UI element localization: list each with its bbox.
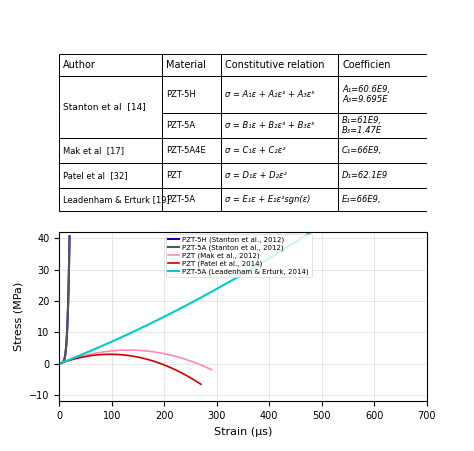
Line: PZT-5A (Leadenham & Erturk, 2014): PZT-5A (Leadenham & Erturk, 2014): [59, 150, 427, 364]
Text: σ = C₁ε + C₂ε²: σ = C₁ε + C₂ε²: [225, 146, 285, 155]
PZT-5H (Stanton et al., 2012): [64, 319, 70, 325]
Text: PZT-5H: PZT-5H: [166, 90, 196, 99]
PZT (Mak et al., 2012): [126, 347, 131, 353]
PZT-5A (Stanton et al., 2012): [64, 322, 70, 327]
PZT-5A (Leadenham & Erturk, 2014): [424, 147, 429, 152]
PZT-5A (Stanton et al., 2012): [56, 361, 62, 367]
PZT (Mak et al., 2012): [175, 354, 181, 360]
PZT-5H (Stanton et al., 2012): [64, 334, 70, 339]
Bar: [59, 163, 162, 188]
PZT (Patel et al., 2014): [56, 361, 62, 367]
Bar: [221, 113, 338, 138]
PZT (Patel et al., 2014): [71, 356, 77, 362]
Y-axis label: Stress (MPa): Stress (MPa): [14, 282, 24, 351]
PZT-5A (Stanton et al., 2012): [64, 319, 70, 325]
Text: σ = B₁ε + B₂ε³ + B₃ε⁵: σ = B₁ε + B₂ε³ + B₃ε⁵: [225, 121, 314, 130]
Bar: [221, 54, 338, 76]
Bar: [162, 54, 221, 76]
Bar: [338, 54, 427, 76]
PZT-5H (Stanton et al., 2012): [64, 322, 70, 327]
Bar: [162, 188, 221, 211]
X-axis label: Strain (μs): Strain (μs): [214, 427, 272, 437]
Text: D₁=62.1E9: D₁=62.1E9: [342, 171, 388, 180]
Text: Leadenham & Erturk [19]: Leadenham & Erturk [19]: [63, 195, 170, 204]
PZT-5H (Stanton et al., 2012): [67, 234, 73, 239]
PZT-5H (Stanton et al., 2012): [65, 310, 71, 315]
PZT-5A (Leadenham & Erturk, 2014): [343, 206, 348, 212]
Text: Material: Material: [166, 60, 206, 70]
Bar: [221, 188, 338, 211]
Bar: [162, 113, 221, 138]
Bar: [162, 76, 221, 113]
Bar: [221, 163, 338, 188]
Line: PZT (Patel et al., 2014): PZT (Patel et al., 2014): [59, 354, 201, 384]
Text: σ = A₁ε + A₂ε³ + A₃ε⁵: σ = A₁ε + A₂ε³ + A₃ε⁵: [225, 90, 314, 99]
Text: Author: Author: [63, 60, 96, 70]
PZT (Mak et al., 2012): [72, 355, 78, 361]
Text: Mak et al  [17]: Mak et al [17]: [63, 146, 124, 155]
Bar: [338, 113, 427, 138]
Text: PZT: PZT: [166, 171, 182, 180]
Text: Patel et al  [32]: Patel et al [32]: [63, 171, 128, 180]
Line: PZT (Mak et al., 2012): PZT (Mak et al., 2012): [59, 350, 211, 370]
PZT-5A (Leadenham & Erturk, 2014): [94, 345, 100, 351]
PZT-5A (Stanton et al., 2012): [67, 235, 73, 240]
Bar: [162, 163, 221, 188]
PZT-5A (Stanton et al., 2012): [64, 325, 70, 330]
Text: σ = D₁ε + D₂ε²: σ = D₁ε + D₂ε²: [225, 171, 286, 180]
Text: E₁=66E9,: E₁=66E9,: [342, 195, 382, 204]
Text: C₁=66E9,: C₁=66E9,: [342, 146, 383, 155]
Text: Stanton et al  [14]: Stanton et al [14]: [63, 102, 146, 111]
PZT (Mak et al., 2012): [123, 347, 129, 353]
Bar: [338, 138, 427, 163]
PZT-5A (Leadenham & Erturk, 2014): [309, 229, 314, 235]
PZT-5A (Leadenham & Erturk, 2014): [218, 284, 224, 289]
PZT-5H (Stanton et al., 2012): [56, 361, 62, 367]
PZT-5A (Leadenham & Erturk, 2014): [349, 202, 355, 207]
PZT (Mak et al., 2012): [56, 361, 62, 367]
Text: PZT-5A: PZT-5A: [166, 121, 195, 130]
PZT-5A (Leadenham & Erturk, 2014): [205, 291, 210, 296]
PZT (Patel et al., 2014): [198, 382, 204, 387]
PZT (Patel et al., 2014): [119, 352, 125, 358]
Bar: [338, 76, 427, 113]
PZT-5H (Stanton et al., 2012): [64, 325, 70, 330]
PZT (Mak et al., 2012): [161, 351, 167, 356]
PZT (Patel et al., 2014): [114, 352, 119, 357]
Bar: [338, 188, 427, 211]
PZT-5A (Stanton et al., 2012): [65, 310, 71, 316]
PZT (Mak et al., 2012): [118, 348, 124, 353]
PZT (Mak et al., 2012): [209, 367, 214, 373]
PZT (Patel et al., 2014): [154, 359, 160, 365]
Bar: [59, 76, 162, 138]
Bar: [59, 188, 162, 211]
PZT (Patel et al., 2014): [167, 364, 173, 370]
Text: PZT-5A4E: PZT-5A4E: [166, 146, 205, 155]
Line: PZT-5A (Stanton et al., 2012): PZT-5A (Stanton et al., 2012): [59, 238, 70, 364]
Legend: PZT-5H (Stanton et al., 2012), PZT-5A (Stanton et al., 2012), PZT (Mak et al., 2: PZT-5H (Stanton et al., 2012), PZT-5A (S…: [165, 234, 311, 277]
Bar: [221, 76, 338, 113]
Bar: [59, 138, 162, 163]
PZT-5A (Leadenham & Erturk, 2014): [56, 361, 62, 367]
Bar: [221, 138, 338, 163]
PZT-5H (Stanton et al., 2012): [63, 351, 68, 357]
Text: B₁=61E9,
B₃=1.47E: B₁=61E9, B₃=1.47E: [342, 115, 382, 135]
PZT-5A (Stanton et al., 2012): [64, 334, 70, 339]
Bar: [338, 163, 427, 188]
PZT (Patel et al., 2014): [170, 366, 175, 371]
Line: PZT-5H (Stanton et al., 2012): PZT-5H (Stanton et al., 2012): [59, 236, 70, 364]
Bar: [162, 138, 221, 163]
PZT-5A (Stanton et al., 2012): [63, 351, 68, 357]
Text: Coefficien: Coefficien: [342, 60, 391, 70]
Text: Constitutive relation: Constitutive relation: [225, 60, 324, 70]
Text: σ = E₁ε + E₂ε²sgn(ε): σ = E₁ε + E₂ε²sgn(ε): [225, 195, 310, 204]
Text: A₁=60.6E9,
A₃=9.695E: A₁=60.6E9, A₃=9.695E: [342, 85, 390, 104]
Text: PZT-5A: PZT-5A: [166, 195, 195, 204]
PZT (Mak et al., 2012): [178, 355, 183, 361]
PZT (Patel et al., 2014): [107, 352, 113, 357]
Bar: [59, 54, 162, 76]
